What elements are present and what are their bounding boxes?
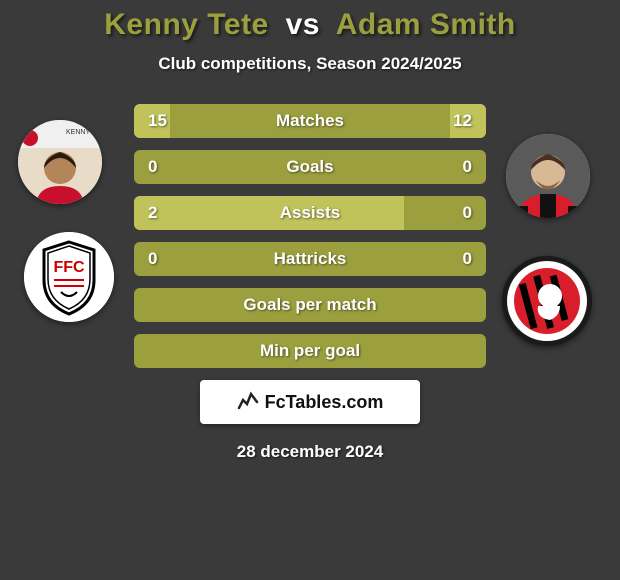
player1-name: Kenny Tete [104, 8, 268, 41]
stat-row: 15 Matches 12 [134, 104, 486, 138]
stat-label: Min per goal [260, 341, 360, 361]
stats-panel: 15 Matches 12 0 Goals 0 2 Assists 0 0 Hattricks 0 Go… [134, 104, 486, 368]
fctables-logo-icon [237, 390, 259, 415]
stat-value-left: 2 [148, 203, 157, 223]
stat-value-right: 0 [463, 249, 472, 269]
stat-bar-left-accent [134, 196, 404, 230]
stat-row: 0 Goals 0 [134, 150, 486, 184]
stat-value-left: 0 [148, 157, 157, 177]
date-text: 28 december 2024 [0, 442, 620, 462]
attribution-badge: FcTables.com [200, 380, 420, 424]
club1-badge: FFC [24, 232, 114, 322]
stat-label: Matches [276, 111, 344, 131]
stat-label: Goals [286, 157, 333, 177]
attribution-text: FcTables.com [265, 392, 384, 413]
player2-name: Adam Smith [336, 8, 516, 41]
comparison-title: Kenny Tete vs Adam Smith [0, 8, 620, 42]
stat-value-right: 0 [463, 157, 472, 177]
stat-value-left: 0 [148, 249, 157, 269]
stat-label: Goals per match [243, 295, 376, 315]
stat-value-right: 12 [453, 111, 472, 131]
stat-label: Assists [280, 203, 340, 223]
stat-value-left: 15 [148, 111, 167, 131]
stat-label: Hattricks [274, 249, 347, 269]
svg-text:FFC: FFC [53, 259, 85, 276]
club2-badge [502, 256, 592, 346]
vs-text: vs [286, 8, 320, 41]
stat-row: Goals per match [134, 288, 486, 322]
stat-row: 0 Hattricks 0 [134, 242, 486, 276]
subtitle: Club competitions, Season 2024/2025 [0, 54, 620, 74]
stat-row: 2 Assists 0 [134, 196, 486, 230]
stat-row: Min per goal [134, 334, 486, 368]
player1-photo: KENNY TET [18, 120, 102, 204]
stat-value-right: 0 [463, 203, 472, 223]
player2-photo [506, 134, 590, 218]
